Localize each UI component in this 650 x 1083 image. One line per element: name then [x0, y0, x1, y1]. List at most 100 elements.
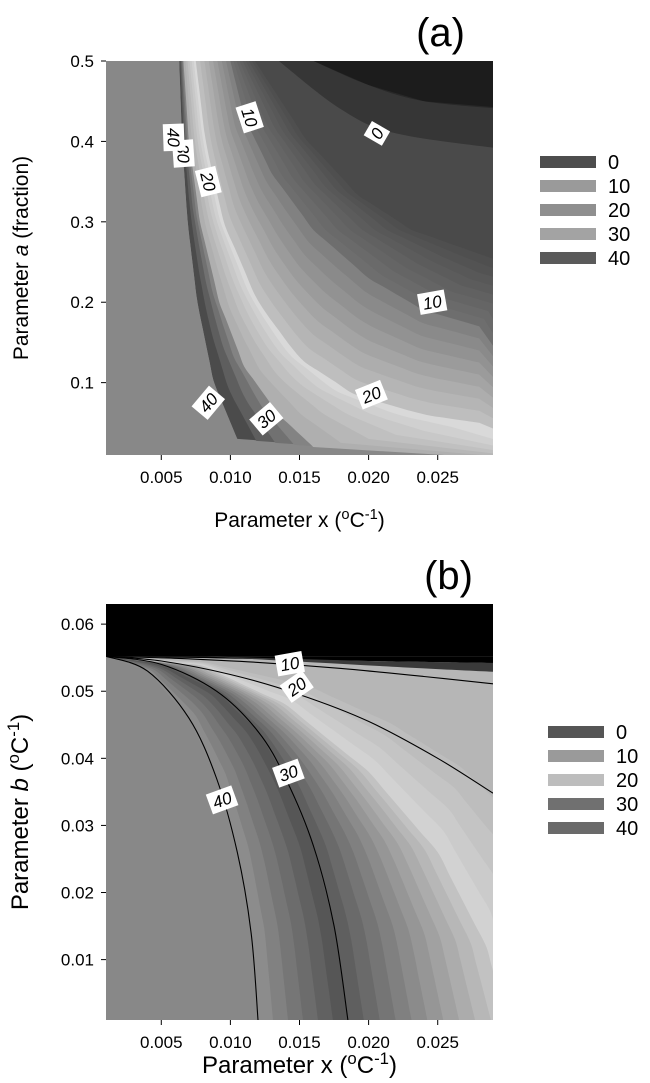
contour-label: 40 — [162, 123, 185, 152]
legend-swatch — [548, 726, 604, 738]
y-tick-label: 0.4 — [70, 132, 94, 151]
legend-swatch — [540, 204, 596, 216]
contour-line — [106, 655, 259, 1020]
contour-label-box — [194, 165, 222, 198]
legend-swatch — [540, 252, 596, 264]
panel-a: 0.005 0.010 0.015 0.020 0.025 0.1 0.2 0.3 0.4 0.5… — [0, 0, 650, 540]
legend-label: 0 — [608, 152, 619, 174]
legend-label: 10 — [616, 746, 638, 768]
contour-label-text: 10 — [279, 653, 301, 675]
legend-swatch — [548, 798, 604, 810]
y-axis-title-part: -1 — [4, 722, 23, 737]
y-axis-title-part: Parameter — [10, 256, 33, 360]
contour-band-darkest — [313, 61, 493, 109]
x-tick-label: 0.025 — [416, 1033, 459, 1052]
contour-label: 0 — [363, 120, 391, 146]
y-tick-label: 0.05 — [61, 682, 94, 701]
y-tick-label: 0.02 — [61, 884, 94, 903]
legend-swatch — [540, 156, 596, 168]
x-tick-label: 0.020 — [347, 468, 390, 487]
y-tick-label: 0.3 — [70, 213, 94, 232]
legend-swatch — [548, 774, 604, 786]
contour-label-box — [363, 120, 391, 146]
legend-label: 40 — [608, 248, 630, 270]
x-tick-label: 0.010 — [209, 468, 252, 487]
x-tick-label: 0.015 — [278, 1033, 321, 1052]
x-axis-title: Parameter x (oC-1) — [214, 507, 385, 532]
y-axis-title: Parameter a (fraction) — [10, 156, 33, 360]
x-axis-title: Parameter x (oC-1) — [202, 1049, 397, 1080]
contour-label-box — [162, 123, 185, 152]
panel-label: (b) — [424, 554, 473, 598]
legend-swatch — [540, 180, 596, 192]
contour-label-box — [191, 385, 226, 420]
contour-label-box — [417, 289, 448, 315]
plot-area-b — [106, 604, 493, 1020]
legend-label: 0 — [616, 722, 627, 744]
y-tick-label: 0.5 — [70, 52, 94, 71]
y-axis-title-part: b — [7, 778, 34, 791]
contour-label-text: 20 — [196, 169, 219, 193]
contour-label-box — [249, 402, 284, 436]
contour-label-box — [205, 785, 239, 815]
contour-band-flat — [106, 61, 238, 455]
panel-b: 0.005 0.010 0.015 0.020 0.025 0.01 0.02 0.03 0.0… — [0, 545, 650, 1083]
legend-label: 10 — [608, 176, 630, 198]
y-axis-title-part: ( — [7, 763, 34, 778]
contour-label-box — [354, 379, 388, 410]
y-tick-label: 0.01 — [61, 951, 94, 970]
x-tick-label: 0.010 — [209, 1033, 252, 1052]
y-tick-label: 0.03 — [61, 816, 94, 835]
contour-label-box — [272, 758, 305, 788]
x-tick-label: 0.020 — [347, 1033, 390, 1052]
x-tick-label: 0.015 — [278, 468, 321, 487]
x-tick-label: 0.005 — [140, 468, 183, 487]
x-axis-title-close: ) — [389, 1052, 397, 1079]
contour-label: 10 — [417, 289, 448, 315]
x-axis-title-unit: C — [357, 1052, 374, 1079]
legend-label: 30 — [608, 224, 630, 246]
legend-label: 40 — [616, 818, 638, 840]
y-axis-title-part: Parameter — [7, 791, 34, 910]
contour-label: 30 — [272, 758, 305, 788]
x-tick-label: 0.005 — [140, 1033, 183, 1052]
x-axis-title-exponent: -1 — [374, 1049, 389, 1068]
legend-swatch — [548, 750, 604, 762]
contour-label-box — [274, 651, 305, 677]
x-axis-title-text: Parameter x ( — [202, 1052, 347, 1079]
y-tick-label: 0.04 — [61, 749, 94, 768]
contour-chart-b: 0.005 0.010 0.015 0.020 0.025 0.01 0.02 0.03 0.0… — [4, 554, 639, 1080]
contour-label: 40 — [205, 785, 239, 815]
x-axis-title-text: Parameter x ( — [214, 509, 341, 532]
contour-label-text: 10 — [421, 292, 443, 314]
contour-label-box — [235, 101, 264, 134]
legend-label: 20 — [608, 200, 630, 222]
y-axis-title-part: a — [10, 245, 33, 257]
y-axis-title-part: C — [7, 737, 34, 754]
legend-swatch — [540, 228, 596, 240]
contour-label: 10 — [274, 651, 305, 677]
y-tick-label: 0.06 — [61, 615, 94, 634]
contour-label: 20 — [194, 165, 222, 198]
plot-area-a — [106, 61, 493, 455]
contour-band-dark-strip — [202, 656, 493, 672]
y-axis-title-part: (fraction) — [10, 156, 33, 245]
contour-label: 20 — [354, 379, 388, 410]
x-axis-title-degree: o — [341, 507, 349, 523]
contour-band-dark — [278, 61, 493, 148]
contour-label-text: 40 — [163, 128, 183, 148]
y-tick-label: 0.1 — [70, 374, 94, 393]
contour-label-box — [279, 670, 314, 703]
x-axis-title-exponent: -1 — [365, 507, 378, 523]
contour-chart-a: 0.005 0.010 0.015 0.020 0.025 0.1 0.2 0.3 0.4 0.5… — [10, 11, 630, 532]
legend-label: 30 — [616, 794, 638, 816]
y-tick-label: 0.2 — [70, 293, 94, 312]
y-axis-title: Parameter b (oC-1) — [4, 714, 35, 910]
x-axis-title-unit: C — [350, 509, 365, 532]
x-axis-title-degree: o — [347, 1049, 356, 1068]
legend-swatch — [548, 822, 604, 834]
x-tick-label: 0.025 — [416, 468, 459, 487]
legend-label: 20 — [616, 770, 638, 792]
